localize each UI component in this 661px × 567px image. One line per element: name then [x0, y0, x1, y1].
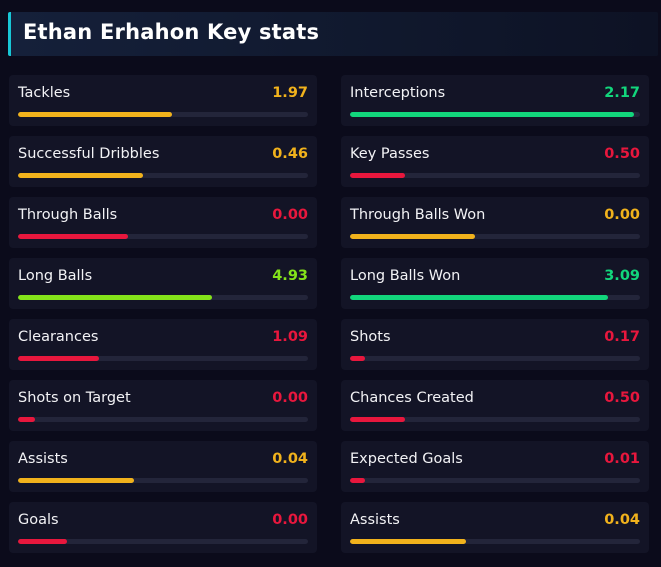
stat-value: 2.17 — [604, 85, 640, 101]
stat-bar-fill — [350, 356, 365, 361]
stat-label: Shots on Target — [18, 390, 131, 406]
stat-label: Long Balls — [18, 268, 93, 284]
stat-value: 3.09 — [604, 268, 640, 284]
stat-bar-track — [18, 539, 308, 544]
stat-bar-track — [18, 234, 308, 239]
stat-bar-track — [18, 356, 308, 361]
stat-label: Key Passes — [350, 146, 430, 162]
stat-card-shots: Shots 0.17 — [341, 319, 649, 370]
stat-bar-track — [350, 112, 640, 117]
stat-bar-fill — [350, 539, 466, 544]
stat-bar-track — [18, 112, 308, 117]
stat-card-through-balls-won: Through Balls Won 0.00 — [341, 197, 649, 248]
stat-value: 0.50 — [604, 390, 640, 406]
stat-bar-track — [18, 173, 308, 178]
stat-value: 0.17 — [604, 329, 640, 345]
stat-label: Tackles — [18, 85, 71, 101]
stat-card-clearances: Clearances 1.09 — [9, 319, 317, 370]
stat-card-shots-on-target: Shots on Target 0.00 — [9, 380, 317, 431]
stat-value: 0.00 — [272, 390, 308, 406]
stat-bar-fill — [18, 112, 172, 117]
stat-card-interceptions: Interceptions 2.17 — [341, 75, 649, 126]
stat-label: Chances Created — [350, 390, 474, 406]
stat-label: Goals — [18, 512, 59, 528]
stat-bar-fill — [350, 234, 475, 239]
stat-card-chances-created: Chances Created 0.50 — [341, 380, 649, 431]
stat-card-assists: Assists 0.04 — [9, 441, 317, 492]
stat-bar-track — [350, 173, 640, 178]
page-title: Ethan Erhahon Key stats — [23, 20, 320, 44]
stat-value: 0.50 — [604, 146, 640, 162]
stat-bar-fill — [18, 417, 36, 422]
stat-bar-track — [350, 478, 640, 483]
stat-bar-track — [350, 356, 640, 361]
stat-card-long-balls-won: Long Balls Won 3.09 — [341, 258, 649, 309]
stat-label: Long Balls Won — [350, 268, 461, 284]
stat-label: Expected Goals — [350, 451, 463, 467]
stat-value: 0.04 — [604, 512, 640, 528]
stat-bar-fill — [18, 356, 100, 361]
stat-bar-fill — [350, 417, 406, 422]
stat-bar-fill — [18, 295, 213, 300]
stat-bar-fill — [18, 539, 68, 544]
stat-bar-track — [350, 234, 640, 239]
stat-card-successful-dribbles: Successful Dribbles 0.46 — [9, 136, 317, 187]
stat-label: Shots — [350, 329, 391, 345]
stat-label: Assists — [18, 451, 68, 467]
stat-label: Successful Dribbles — [18, 146, 160, 162]
stat-label: Clearances — [18, 329, 99, 345]
stat-card-tackles: Tackles 1.97 — [9, 75, 317, 126]
stat-bar-track — [350, 417, 640, 422]
stat-value: 0.00 — [604, 207, 640, 223]
stat-value: 0.00 — [272, 512, 308, 528]
stat-label: Assists — [350, 512, 400, 528]
stat-label: Through Balls — [18, 207, 118, 223]
stat-bar-fill — [18, 173, 143, 178]
stat-bar-fill — [350, 295, 609, 300]
stat-bar-fill — [350, 478, 365, 483]
stat-card-expected-goals: Expected Goals 0.01 — [341, 441, 649, 492]
stat-card-goals: Goals 0.00 — [9, 502, 317, 553]
stat-bar-track — [18, 478, 308, 483]
stats-header: Ethan Erhahon Key stats — [8, 12, 658, 56]
stat-card-key-passes: Key Passes 0.50 — [341, 136, 649, 187]
stat-bar-fill — [350, 173, 406, 178]
stat-bar-fill — [350, 112, 635, 117]
stat-bar-track — [350, 539, 640, 544]
stat-value: 1.97 — [272, 85, 308, 101]
stat-value: 0.46 — [272, 146, 308, 162]
stat-label: Interceptions — [350, 85, 446, 101]
stat-bar-fill — [18, 234, 129, 239]
stat-value: 1.09 — [272, 329, 308, 345]
stat-bar-track — [350, 295, 640, 300]
stat-value: 4.93 — [272, 268, 308, 284]
stat-bar-fill — [18, 478, 134, 483]
stat-value: 0.00 — [272, 207, 308, 223]
stat-card-long-balls: Long Balls 4.93 — [9, 258, 317, 309]
stat-value: 0.04 — [272, 451, 308, 467]
stat-value: 0.01 — [604, 451, 640, 467]
stats-grid: Tackles 1.97 Interceptions 2.17 Successf… — [9, 75, 649, 553]
stat-label: Through Balls Won — [350, 207, 486, 223]
stat-card-through-balls: Through Balls 0.00 — [9, 197, 317, 248]
stat-card-assists-2: Assists 0.04 — [341, 502, 649, 553]
stat-bar-track — [18, 417, 308, 422]
stat-bar-track — [18, 295, 308, 300]
